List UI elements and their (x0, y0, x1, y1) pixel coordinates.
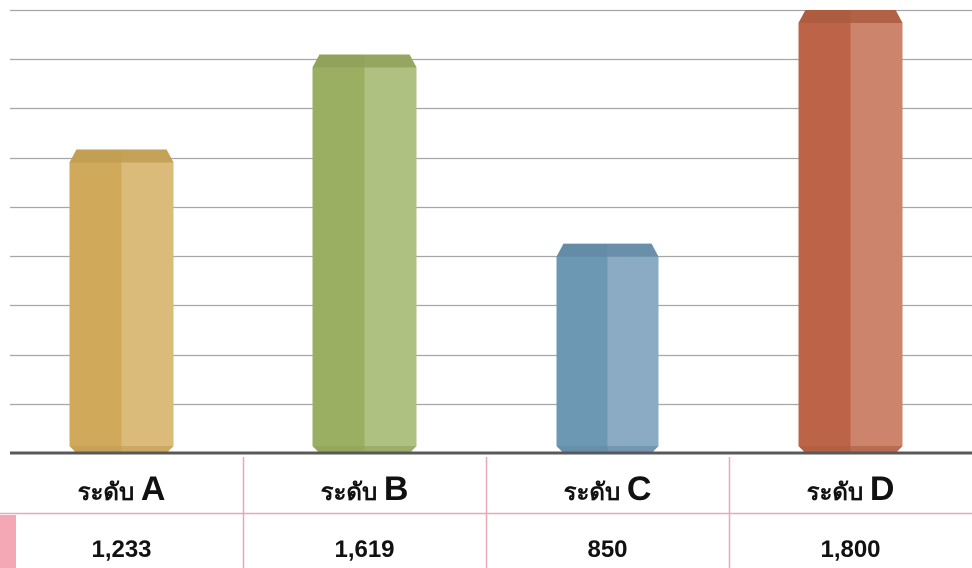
value-label-B: 1,619 (334, 536, 394, 563)
bar-D-cap (798, 10, 903, 23)
category-label-B: ระดับ B (321, 470, 409, 508)
bar-D-highlight (850, 10, 903, 453)
category-letter: D (870, 470, 895, 508)
category-label-A: ระดับ A (78, 470, 166, 508)
bar-A-cap (69, 149, 174, 163)
category-letter: B (384, 470, 409, 508)
bar-D-base (798, 446, 903, 453)
bar-B-base (312, 446, 417, 453)
bar-B-cap (312, 54, 417, 68)
category-label-D: ระดับ D (807, 470, 895, 508)
bar-A-base (69, 446, 174, 453)
value-label-A: 1,233 (91, 536, 151, 563)
value-label-C: 850 (587, 536, 627, 563)
category-letter: A (141, 470, 166, 508)
bar-C-highlight (607, 243, 659, 453)
bar-A-highlight (121, 149, 174, 454)
bar-B-highlight (364, 54, 417, 453)
bar-C-cap (556, 243, 659, 257)
table-accent-bar (0, 515, 16, 568)
category-prefix: ระดับ (78, 479, 141, 506)
category-prefix: ระดับ (807, 479, 870, 506)
bar-C-base (556, 446, 659, 453)
value-label-D: 1,800 (820, 536, 880, 563)
category-letter: C (627, 470, 652, 508)
category-label-C: ระดับ C (564, 470, 652, 508)
category-prefix: ระดับ (564, 479, 627, 506)
category-prefix: ระดับ (321, 479, 384, 506)
